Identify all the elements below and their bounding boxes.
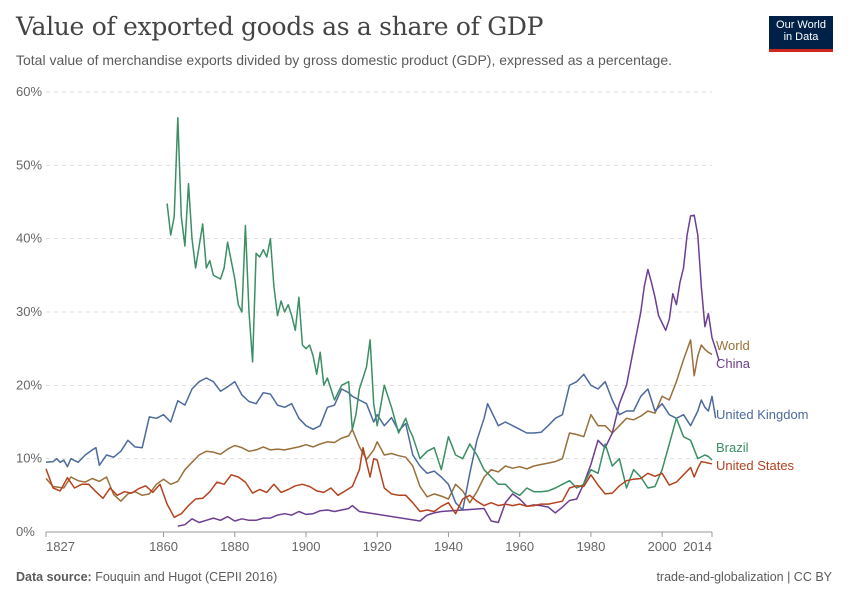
x-tick-label: 1940 bbox=[434, 539, 463, 554]
y-tick-label: 0% bbox=[16, 524, 35, 539]
series-labels: World China United Kingdom Brazil United Sta… bbox=[716, 338, 809, 473]
series-line-world[interactable] bbox=[45, 339, 713, 504]
series-label-united-kingdom: United Kingdom bbox=[716, 407, 809, 422]
series-lines bbox=[45, 116, 720, 527]
y-tick-label: 20% bbox=[16, 377, 42, 392]
y-tick-label: 10% bbox=[16, 451, 42, 466]
x-tick-label: 1900 bbox=[292, 539, 321, 554]
x-tick-label: 2014 bbox=[683, 539, 712, 554]
x-tick-label: 1860 bbox=[149, 539, 178, 554]
data-source: Data source: Fouquin and Hugot (CEPII 20… bbox=[16, 570, 277, 584]
license-text[interactable]: trade-and-globalization | CC BY bbox=[656, 570, 832, 584]
x-tick-label: 1880 bbox=[220, 539, 249, 554]
logo-line-1: Our World bbox=[776, 19, 826, 31]
data-source-label: Data source: bbox=[16, 570, 92, 584]
axes: 0% 10% 20% 30% 40% 50% 60% 1827 1860 1880 1900 1920… bbox=[16, 84, 713, 554]
y-tick-label: 40% bbox=[16, 231, 42, 246]
owid-logo[interactable]: Our World in Data bbox=[769, 16, 833, 52]
series-line-brazil[interactable] bbox=[166, 116, 713, 497]
data-source-text[interactable]: Fouquin and Hugot (CEPII 2016) bbox=[95, 570, 278, 584]
series-label-china: China bbox=[716, 356, 751, 371]
series-line-united-states[interactable] bbox=[45, 446, 713, 519]
chart-subtitle: Total value of merchandise exports divid… bbox=[16, 52, 672, 68]
x-tick-label: 2000 bbox=[648, 539, 677, 554]
series-line-united-kingdom[interactable] bbox=[45, 373, 717, 511]
series-label-united-states: United States bbox=[716, 458, 795, 473]
x-tick-label: 1920 bbox=[363, 539, 392, 554]
y-tick-label: 50% bbox=[16, 157, 42, 172]
chart-title: Value of exported goods as a share of GD… bbox=[16, 12, 544, 41]
gridlines bbox=[46, 91, 712, 460]
series-label-brazil: Brazil bbox=[716, 440, 749, 455]
x-tick-label: 1980 bbox=[576, 539, 605, 554]
x-tick-label: 1827 bbox=[46, 539, 75, 554]
y-tick-label: 60% bbox=[16, 84, 42, 99]
x-tick-label: 1960 bbox=[505, 539, 534, 554]
y-tick-label: 30% bbox=[16, 304, 42, 319]
series-label-world: World bbox=[716, 338, 750, 353]
logo-line-2: in Data bbox=[783, 31, 819, 43]
